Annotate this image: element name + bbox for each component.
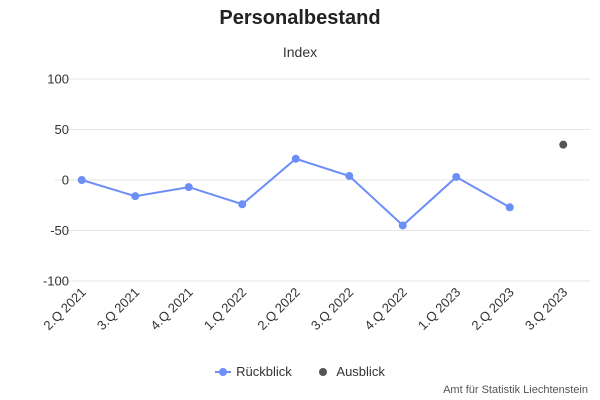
x-tick-label: 3.Q 2023 xyxy=(522,285,570,333)
x-tick-label: 3.Q 2022 xyxy=(308,285,356,333)
chart-subtitle: Index xyxy=(282,44,318,60)
data-point-1[interactable] xyxy=(559,140,568,149)
y-tick-label: 50 xyxy=(55,122,69,137)
y-tick-label: 0 xyxy=(62,173,69,188)
legend-item-rueckblick[interactable]: Rückblick xyxy=(215,364,292,379)
x-tick-label: 2.Q 2023 xyxy=(468,285,516,333)
legend-item-ausblick[interactable]: Ausblick xyxy=(315,364,385,379)
y-tick-label: -100 xyxy=(43,274,69,289)
data-point-0[interactable] xyxy=(238,200,247,209)
x-tick-label: 3.Q 2021 xyxy=(94,285,142,333)
x-tick-label: 1.Q 2023 xyxy=(415,285,463,333)
series-line-0 xyxy=(81,157,511,227)
x-tick-label: 2.Q 2022 xyxy=(254,285,302,333)
credits[interactable]: Amt für Statistik Liechtenstein xyxy=(443,384,588,396)
y-tick-label: -50 xyxy=(50,223,69,238)
data-point-0[interactable] xyxy=(452,172,461,181)
legend-label-rueckblick: Rückblick xyxy=(236,364,292,379)
x-tick-label: 1.Q 2022 xyxy=(201,285,249,333)
data-point-0[interactable] xyxy=(505,203,514,212)
data-point-0[interactable] xyxy=(77,176,86,184)
data-point-0[interactable] xyxy=(398,221,407,230)
y-tick-label: 100 xyxy=(47,72,69,87)
x-tick-label: 2.Q 2021 xyxy=(40,285,88,333)
legend: Rückblick Ausblick xyxy=(0,364,600,380)
legend-label-ausblick: Ausblick xyxy=(336,364,385,379)
x-tick-label: 4.Q 2022 xyxy=(361,285,409,333)
legend-marker-rueckblick xyxy=(215,367,232,377)
data-point-0[interactable] xyxy=(345,171,354,180)
data-point-0[interactable] xyxy=(184,183,193,192)
legend-marker-ausblick xyxy=(315,367,331,377)
chart-title: Personalbestand xyxy=(219,7,381,29)
data-point-0[interactable] xyxy=(291,154,300,163)
x-tick-label: 4.Q 2021 xyxy=(147,285,195,333)
data-point-0[interactable] xyxy=(131,192,140,201)
